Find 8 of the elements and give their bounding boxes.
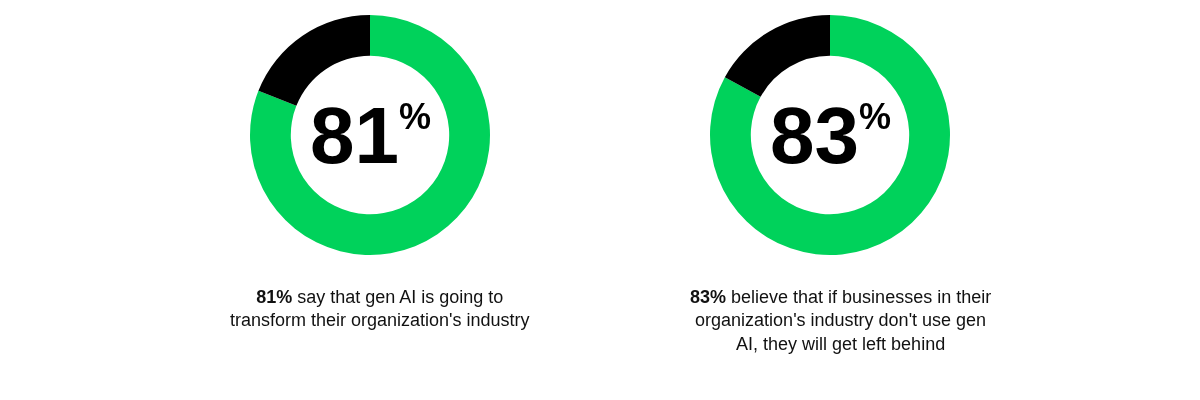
data-label: 81% [256, 287, 293, 307]
data-label: 83% [690, 287, 727, 307]
donut-slice [710, 15, 950, 255]
donut-slice [258, 15, 370, 106]
text: 83$^{%}$ [770, 91, 891, 180]
text: 81$^{%}$ [310, 91, 431, 180]
donut-slice [250, 15, 490, 255]
donut-slice [724, 15, 830, 97]
